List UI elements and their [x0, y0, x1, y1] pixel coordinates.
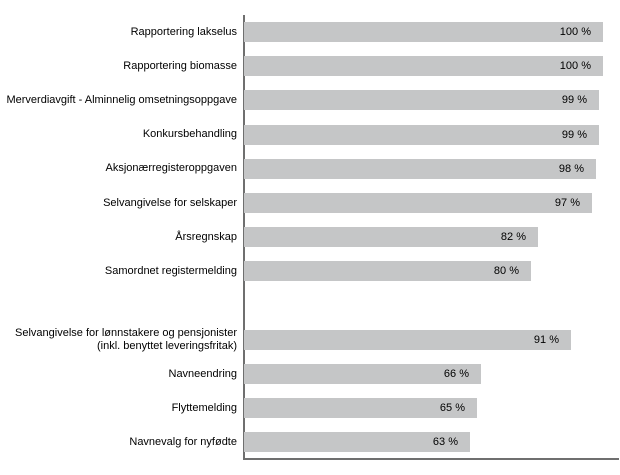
bar-value-label: 80 %	[493, 265, 519, 278]
category-label: Samordnet registermelding	[104, 264, 237, 277]
bar: 91 %	[244, 329, 571, 350]
bar: 65 %	[244, 398, 477, 419]
bar-value-label: 98 %	[558, 162, 584, 175]
bar: 80 %	[244, 261, 531, 282]
bar: 82 %	[244, 227, 538, 248]
bar: 98 %	[244, 158, 596, 179]
bar: 100 %	[244, 56, 603, 77]
bar: 63 %	[244, 432, 470, 453]
bar-value-label: 63 %	[432, 436, 458, 449]
bar-value-label: 97 %	[554, 197, 580, 209]
x-axis-line	[243, 458, 619, 460]
bar: 97 %	[244, 193, 592, 213]
bar-value-label: 100 %	[559, 60, 591, 73]
category-label: Navneendring	[168, 367, 238, 380]
category-label: Selvangivelse for selskaper	[103, 196, 237, 209]
category-label: Aksjonærregisteroppgaven	[105, 162, 237, 175]
bar-value-label: 100 %	[559, 26, 591, 38]
bar: 99 %	[244, 124, 599, 145]
bar: 99 %	[244, 90, 599, 111]
bar: 66 %	[244, 364, 481, 384]
category-label: Navnevalg for nyfødte	[129, 435, 237, 448]
bar-value-label: 91 %	[533, 333, 559, 346]
category-label: Konkursbehandling	[142, 128, 237, 141]
bar-value-label: 82 %	[500, 231, 526, 244]
category-label: Merverdiavgift - Alminnelig omsetningsop…	[6, 93, 237, 106]
category-label: Rapportering lakselus	[130, 25, 237, 38]
category-label: Årsregnskap	[175, 230, 237, 243]
bar-value-label: 99 %	[561, 94, 587, 107]
bar-value-label: 65 %	[439, 402, 465, 415]
category-label: Flyttemelding	[171, 401, 237, 414]
bar: 100 %	[244, 22, 603, 42]
bar-value-label: 99 %	[561, 128, 587, 141]
bar-value-label: 66 %	[443, 368, 469, 380]
category-label: Rapportering biomasse	[123, 59, 237, 72]
category-label: Selvangivelse for lønnstakere og pensjon…	[15, 326, 237, 352]
